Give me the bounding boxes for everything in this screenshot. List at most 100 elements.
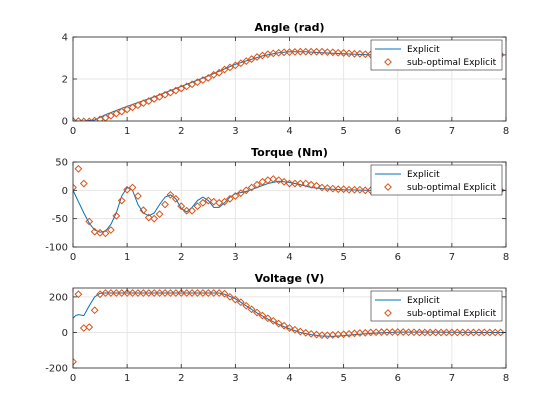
y-tick-label: 0	[62, 328, 68, 339]
data-point-suboptimal	[226, 63, 234, 72]
data-point-suboptimal	[318, 331, 326, 340]
x-tick-label: 7	[449, 373, 455, 384]
data-point-suboptimal	[361, 328, 370, 337]
data-point-suboptimal	[236, 298, 245, 307]
data-point-suboptimal	[155, 210, 164, 219]
data-point-suboptimal	[73, 117, 77, 121]
data-point-suboptimal	[188, 80, 196, 89]
x-tick-label: 3	[232, 252, 238, 263]
subplot-title: Torque (Nm)	[251, 146, 328, 159]
data-point-suboptimal	[101, 289, 110, 297]
data-point-suboptimal	[79, 179, 88, 188]
data-point-suboptimal	[491, 328, 500, 337]
data-point-suboptimal	[334, 330, 343, 339]
legend-label-suboptimal: sub-optimal Explicit	[407, 58, 497, 68]
data-point-suboptimal	[253, 308, 261, 317]
data-point-suboptimal	[231, 295, 240, 304]
data-point-suboptimal	[90, 306, 99, 315]
x-tick-label: 5	[340, 126, 346, 137]
x-tick-label: 8	[503, 252, 509, 263]
data-point-suboptimal	[318, 183, 326, 192]
x-tick-label: 2	[178, 126, 184, 137]
data-point-suboptimal	[280, 48, 288, 57]
data-point-suboptimal	[204, 289, 213, 297]
data-point-suboptimal	[280, 177, 288, 186]
data-point-suboptimal	[112, 289, 121, 297]
data-point-suboptimal	[301, 179, 310, 188]
x-tick-label: 7	[449, 252, 455, 263]
data-point-suboptimal	[480, 328, 489, 337]
y-tick-label: 50	[55, 158, 68, 169]
data-point-suboptimal	[209, 289, 218, 297]
data-point-suboptimal	[155, 289, 164, 297]
data-point-suboptimal	[134, 192, 142, 200]
data-point-suboptimal	[198, 198, 207, 207]
y-tick-label: -100	[45, 243, 68, 254]
data-point-suboptimal	[431, 328, 440, 337]
data-point-suboptimal	[274, 319, 283, 328]
data-point-suboptimal	[112, 211, 121, 220]
data-point-suboptimal	[339, 330, 348, 339]
data-point-suboptimal	[85, 323, 94, 332]
data-point-suboptimal	[393, 328, 402, 336]
data-point-suboptimal	[117, 107, 126, 116]
data-point-suboptimal	[198, 76, 207, 84]
x-tick-label: 2	[178, 252, 184, 263]
data-point-suboptimal	[399, 328, 408, 336]
data-point-suboptimal	[177, 289, 186, 297]
legend: Explicit sub-optimal Explicit	[370, 39, 503, 71]
data-point-suboptimal	[296, 47, 305, 56]
data-point-suboptimal	[73, 183, 77, 192]
data-point-suboptimal	[361, 50, 370, 59]
data-point-suboptimal	[328, 331, 337, 339]
data-point-suboptimal	[307, 180, 316, 189]
data-point-suboptimal	[215, 289, 224, 297]
data-point-suboptimal	[296, 179, 305, 188]
data-point-suboptimal	[134, 289, 142, 297]
data-point-suboptimal	[339, 185, 348, 194]
data-point-suboptimal	[307, 329, 316, 338]
data-point-suboptimal	[182, 289, 191, 297]
data-point-suboptimal	[226, 194, 234, 203]
data-point-suboptimal	[117, 289, 126, 297]
data-point-suboptimal	[74, 117, 83, 121]
data-point-suboptimal	[312, 181, 321, 190]
data-point-suboptimal	[96, 228, 104, 237]
data-point-suboptimal	[171, 289, 180, 297]
data-point-suboptimal	[339, 49, 348, 57]
data-point-suboptimal	[350, 329, 359, 338]
data-point-suboptimal	[280, 321, 288, 330]
data-point-suboptimal	[204, 196, 213, 205]
data-point-suboptimal	[182, 206, 191, 215]
x-tick-label: 2	[178, 373, 184, 384]
data-point-suboptimal	[274, 176, 283, 185]
y-tick-label: -50	[52, 214, 68, 225]
data-point-suboptimal	[123, 105, 132, 114]
data-point-suboptimal	[144, 97, 153, 105]
data-point-suboptimal	[161, 200, 169, 209]
data-point-suboptimal	[437, 328, 445, 337]
data-point-suboptimal	[166, 289, 175, 297]
legend-marker-suboptimal	[384, 58, 392, 66]
x-tick-label: 8	[503, 126, 509, 137]
data-point-suboptimal	[198, 289, 207, 297]
data-point-suboptimal	[410, 328, 418, 337]
data-point-suboptimal	[285, 324, 294, 332]
data-point-suboptimal	[334, 48, 343, 57]
x-tick-label: 4	[286, 373, 292, 384]
legend-label-suboptimal: sub-optimal Explicit	[407, 183, 497, 193]
data-layer	[73, 289, 506, 366]
subplot-title: Angle (rad)	[254, 21, 324, 34]
x-tick-label: 5	[340, 373, 346, 384]
data-point-suboptimal	[291, 48, 299, 56]
data-point-suboptimal	[426, 328, 435, 337]
data-point-suboptimal	[166, 190, 175, 199]
data-point-suboptimal	[144, 289, 153, 297]
data-point-suboptimal	[388, 328, 397, 336]
data-point-suboptimal	[404, 328, 413, 337]
data-point-suboptimal	[139, 289, 148, 297]
data-point-suboptimal	[161, 289, 169, 297]
x-tick-label: 6	[395, 252, 401, 263]
data-point-suboptimal	[345, 185, 353, 194]
